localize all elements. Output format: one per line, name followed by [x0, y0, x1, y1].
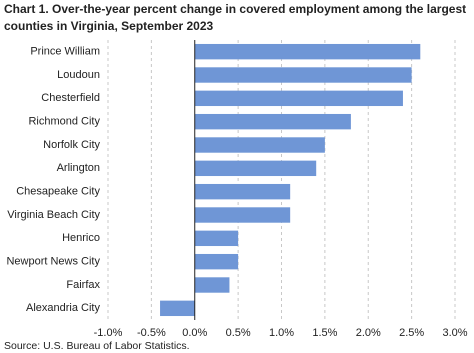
y-tick-label: Henrico [62, 232, 100, 244]
y-tick-label: Alexandria City [26, 302, 100, 314]
bar [194, 277, 230, 293]
y-tick-label: Arlington [57, 162, 100, 174]
x-tick-label: 1.5% [312, 327, 337, 339]
bar [194, 137, 325, 153]
x-tick-label: 2.5% [399, 327, 424, 339]
y-tick-label: Chesterfield [41, 92, 100, 104]
y-tick-label: Loudoun [57, 69, 100, 81]
bar [194, 253, 239, 270]
source-note: Source: U.S. Bureau of Labor Statistics. [4, 340, 190, 352]
y-tick-label: Chesapeake City [16, 186, 100, 198]
bar [194, 90, 403, 107]
x-tick-label: 2.0% [356, 327, 381, 339]
y-tick-label: Richmond City [28, 116, 100, 128]
bar [194, 183, 291, 200]
bar [194, 43, 421, 60]
bar [194, 230, 239, 247]
bar [160, 300, 195, 317]
chart-title: Chart 1. Over-the-year percent change in… [4, 2, 466, 16]
y-tick-label: Fairfax [66, 279, 100, 291]
chart-title: counties in Virginia, September 2023 [4, 19, 214, 33]
y-tick-label: Virginia Beach City [7, 209, 100, 221]
bar [194, 207, 291, 223]
bar [194, 67, 412, 83]
bar [194, 113, 351, 130]
x-tick-label: 0.5% [226, 327, 251, 339]
y-tick-label: Norfolk City [43, 139, 100, 151]
x-tick-label: 3.0% [442, 327, 467, 339]
x-tick-label: 1.0% [269, 327, 294, 339]
x-tick-label: -1.0% [94, 327, 123, 339]
y-tick-label: Prince William [30, 46, 100, 58]
x-tick-label: -0.5% [137, 327, 166, 339]
y-tick-label: Newport News City [6, 256, 100, 268]
bar [194, 160, 317, 177]
x-tick-label: 0.0% [182, 327, 207, 339]
